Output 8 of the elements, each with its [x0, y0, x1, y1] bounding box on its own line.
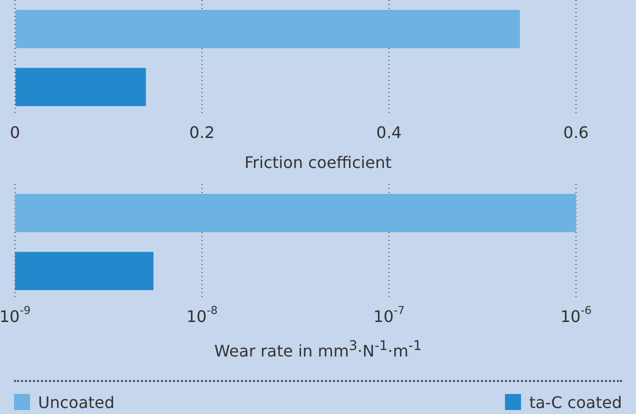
x-tick-label: 0 — [10, 123, 20, 142]
x-tick-label: 0.6 — [563, 123, 589, 142]
x-axis-title: Wear rate in mm$^{3}$·N$^{-1}$·m$^{-1}$ — [213, 338, 423, 362]
x-tick-label: 0.2 — [189, 123, 215, 142]
x-axis-title: Friction coefficient — [244, 152, 392, 174]
x-tick-label: 0.4 — [376, 123, 402, 142]
legend-label: Uncoated — [37, 392, 115, 412]
legend-label: ta-C coated — [528, 392, 622, 412]
